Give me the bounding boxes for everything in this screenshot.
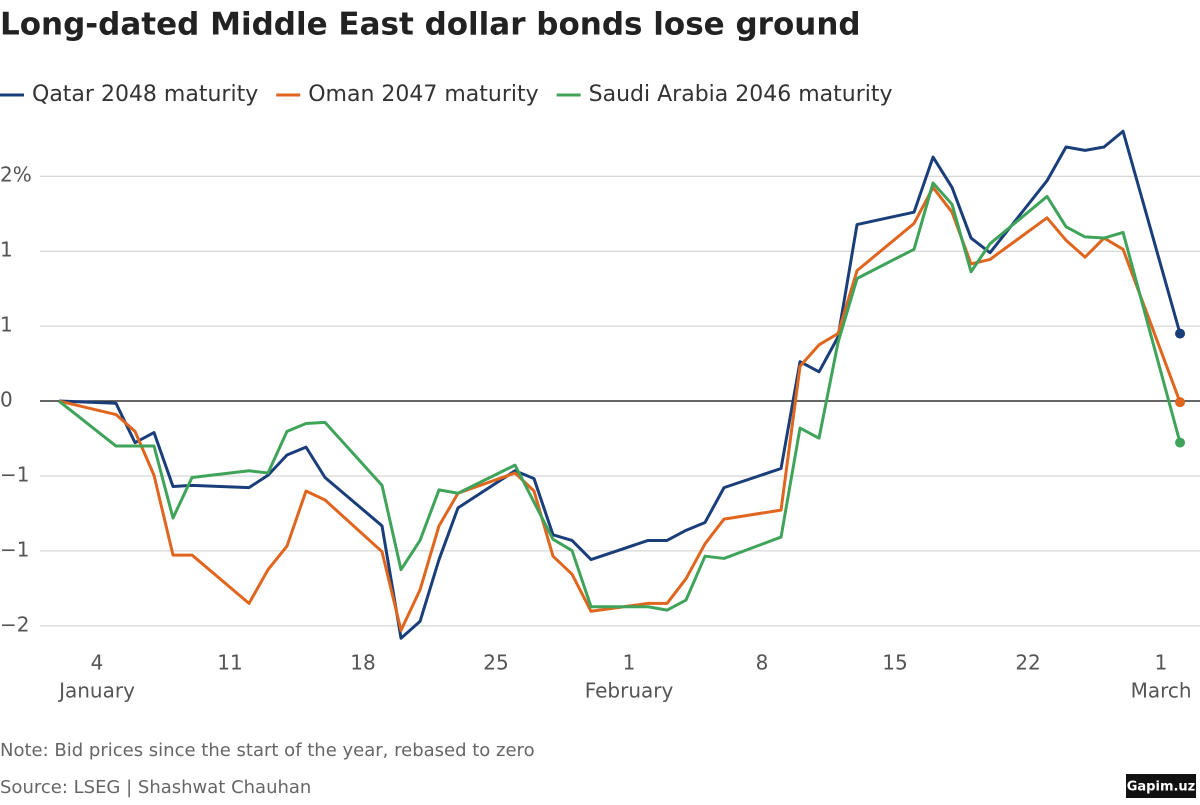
source: Source: LSEG | Shashwat Chauhan <box>0 777 311 798</box>
x-tick-label: 15 <box>882 651 907 675</box>
y-tick-label: −2 <box>0 612 29 636</box>
note: Note: Bid prices since the start of the … <box>0 740 535 761</box>
x-tick-label: 1 <box>623 651 636 675</box>
y-tick-label: 1 <box>0 313 13 337</box>
series-line <box>58 129 1182 640</box>
x-tick-label: 1 <box>1155 651 1168 675</box>
x-tick-label: 4 <box>91 651 104 675</box>
legend-label: Qatar 2048 maturity <box>32 82 258 107</box>
x-tick-label: 25 <box>483 651 508 675</box>
y-tick-label: 1 <box>0 238 13 262</box>
watermark: Gapim.uz <box>1127 780 1196 795</box>
x-tick-label: 18 <box>350 651 375 675</box>
y-tick-label: 0 <box>0 388 13 412</box>
watermark-box <box>1126 774 1196 798</box>
x-tick-label: 22 <box>1015 651 1040 675</box>
y-tick-label: 2% <box>0 163 32 187</box>
month-label: January <box>57 679 135 703</box>
x-tick-label: 8 <box>756 651 769 675</box>
legend-label: Oman 2047 maturity <box>308 82 538 107</box>
chart-title: Long-dated Middle East dollar bonds lose… <box>0 7 861 43</box>
y-tick-label: −1 <box>0 463 29 487</box>
series-line <box>58 181 1182 612</box>
month-label: February <box>585 679 674 703</box>
y-tick-label: −1 <box>0 537 29 561</box>
legend-label: Saudi Arabia 2046 maturity <box>589 82 893 107</box>
x-tick-label: 11 <box>217 651 242 675</box>
end-dot <box>1175 437 1186 448</box>
end-dot <box>1175 397 1186 408</box>
month-label: March <box>1131 679 1192 703</box>
end-dot <box>1175 328 1186 339</box>
